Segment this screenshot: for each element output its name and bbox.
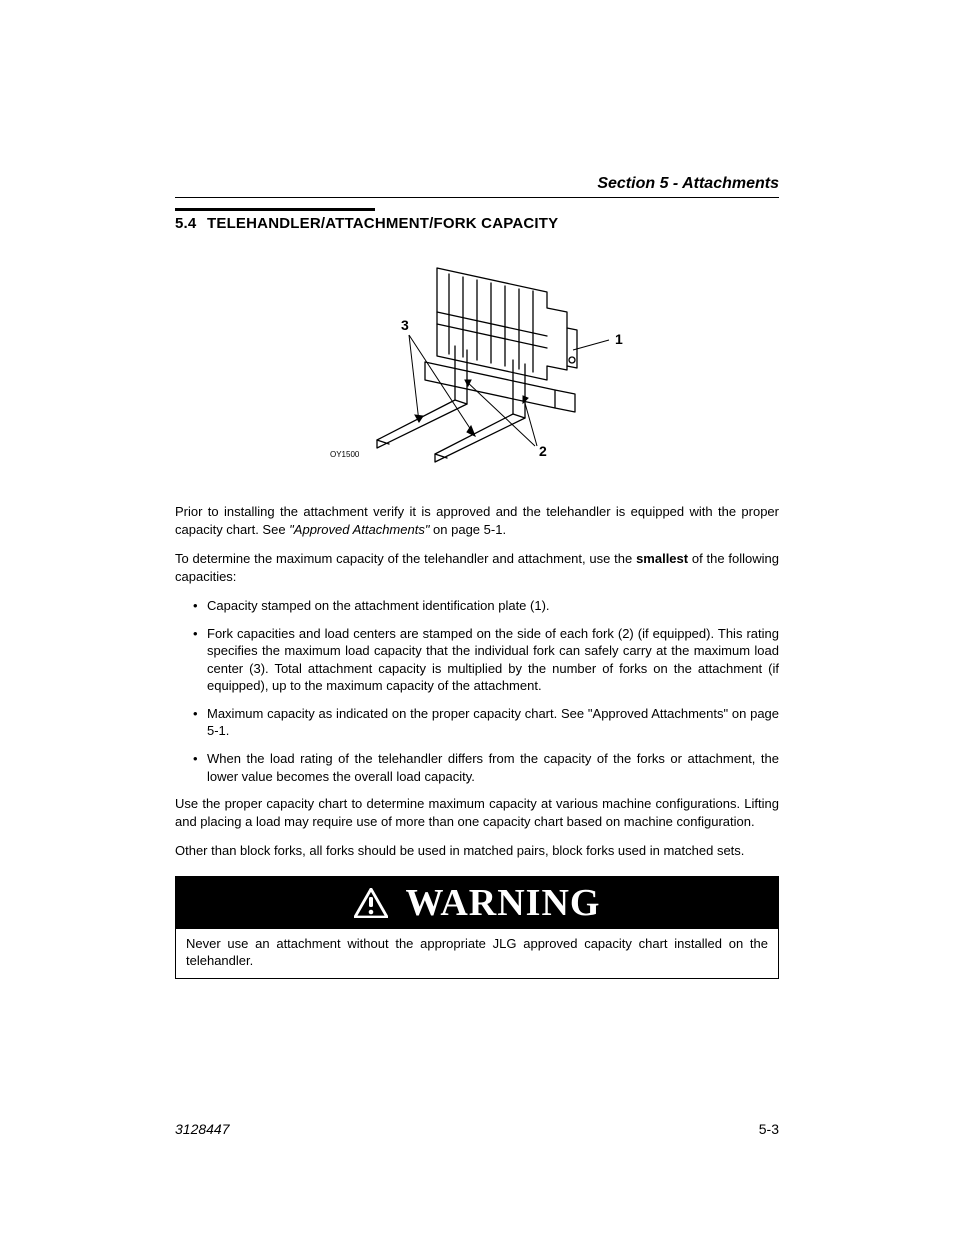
p1-text-b: on page 5-1. bbox=[429, 522, 506, 537]
p2-bold: smallest bbox=[636, 551, 688, 566]
bullet-3: Maximum capacity as indicated on the pro… bbox=[193, 705, 779, 740]
warning-triangle-icon bbox=[354, 888, 388, 918]
section-heading-text: TELEHANDLER/ATTACHMENT/FORK CAPACITY bbox=[207, 215, 558, 232]
fork-carriage-illustration: 1 2 3 bbox=[317, 250, 637, 480]
figure: 1 2 3 OY1500 bbox=[175, 250, 779, 485]
warning-header: WARNING bbox=[176, 877, 778, 929]
warning-body: Never use an attachment without the appr… bbox=[176, 929, 778, 978]
callout-3: 3 bbox=[401, 317, 409, 333]
paragraph-1: Prior to installing the attachment verif… bbox=[175, 503, 779, 538]
figure-code: OY1500 bbox=[330, 450, 359, 459]
paragraph-4: Other than block forks, all forks should… bbox=[175, 842, 779, 860]
p2-text-a: To determine the maximum capacity of the… bbox=[175, 551, 636, 566]
page-header: Section 5 - Attachments bbox=[175, 175, 779, 198]
bullet-4: When the load rating of the telehandler … bbox=[193, 750, 779, 785]
section-rule bbox=[175, 208, 375, 211]
bullet-1: Capacity stamped on the attachment ident… bbox=[193, 597, 779, 615]
document-number: 3128447 bbox=[175, 1121, 230, 1137]
p1-ref: "Approved Attachments" bbox=[289, 522, 429, 537]
paragraph-3: Use the proper capacity chart to determi… bbox=[175, 795, 779, 830]
callout-1: 1 bbox=[615, 331, 623, 347]
capacity-bullets: Capacity stamped on the attachment ident… bbox=[175, 597, 779, 785]
warning-box: WARNING Never use an attachment without … bbox=[175, 876, 779, 979]
paragraph-2: To determine the maximum capacity of the… bbox=[175, 550, 779, 585]
warning-label: WARNING bbox=[406, 881, 601, 925]
page-footer: 3128447 5-3 bbox=[175, 1121, 779, 1137]
page-number: 5-3 bbox=[759, 1121, 779, 1137]
section-number: 5.4 bbox=[175, 215, 207, 232]
bullet-2: Fork capacities and load centers are sta… bbox=[193, 625, 779, 695]
page: Section 5 - Attachments 5.4TELEHANDLER/A… bbox=[0, 0, 954, 1235]
callout-2: 2 bbox=[539, 443, 547, 459]
section-title: 5.4TELEHANDLER/ATTACHMENT/FORK CAPACITY bbox=[175, 215, 779, 232]
